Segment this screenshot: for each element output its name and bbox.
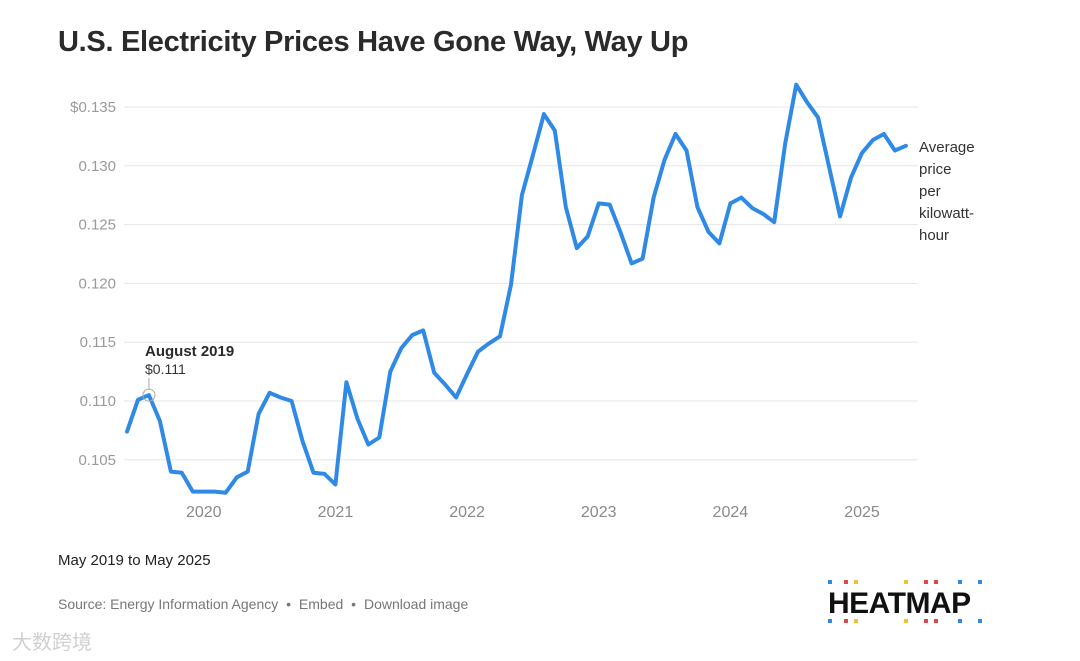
logo-dot [828, 619, 832, 623]
gridlines [124, 106, 918, 461]
logo-dot [904, 619, 908, 623]
logo-dot [958, 619, 962, 623]
x-tick-label: 2023 [581, 504, 617, 521]
logo-dot [844, 580, 848, 584]
y-tick-label: 0.110 [80, 393, 116, 410]
footer: Source: Energy Information Agency • Embe… [58, 596, 472, 612]
logo-dot [978, 619, 982, 623]
annotation-title: August 2019 [145, 343, 235, 360]
annotation-value: $0.111 [145, 361, 186, 377]
series-label-line: hour [919, 227, 950, 244]
series-line [125, 82, 908, 495]
y-tick-label: 0.105 [78, 452, 116, 469]
y-tick-label: 0.120 [78, 275, 116, 292]
y-axis-ticks: $0.135 0.130 0.125 0.120 0.115 0.110 0.105 [70, 99, 116, 469]
logo-dot [854, 619, 858, 623]
x-tick-label: 2025 [844, 504, 880, 521]
logo-dot [958, 580, 962, 584]
annotation-marker [142, 378, 156, 402]
series-label: Average price per kilowatt-hour [919, 137, 999, 247]
x-axis-ticks: 2020 2021 2022 2023 2024 2025 [186, 504, 880, 521]
chart-title: U.S. Electricity Prices Have Gone Way, W… [58, 26, 689, 58]
separator: • [351, 596, 357, 612]
logo-dot [934, 619, 938, 623]
y-tick-label: 0.130 [78, 158, 116, 175]
x-tick-label: 2021 [318, 504, 354, 521]
series-label-line: Average [919, 139, 975, 156]
logo-dot [978, 580, 982, 584]
series-label-line: price [919, 161, 952, 178]
logo-dot [844, 619, 848, 623]
logo-text: HEATMAP [828, 587, 971, 620]
series-label-line: kilowatt- [919, 205, 975, 222]
logo-dot [924, 619, 928, 623]
logo-dot [854, 580, 858, 584]
annotation-point-marker [142, 388, 156, 402]
logo-dot [828, 580, 832, 584]
download-image-link[interactable]: Download image [363, 596, 469, 612]
y-tick-label: 0.115 [80, 334, 116, 351]
heatmap-logo[interactable]: HEATMAP [826, 578, 984, 624]
x-tick-label: 2020 [186, 504, 222, 521]
series-label-line: per [919, 183, 941, 200]
x-tick-label: 2024 [713, 504, 749, 521]
chart-subtitle: May 2019 to May 2025 [58, 552, 211, 569]
embed-link[interactable]: Embed [298, 596, 344, 612]
series-lines [125, 82, 908, 495]
x-tick-label: 2022 [449, 504, 485, 521]
source-text: Source: Energy Information Agency [58, 596, 279, 612]
separator: • [286, 596, 292, 612]
logo-dot [904, 580, 908, 584]
logo-dot [924, 580, 928, 584]
logo-dot [934, 580, 938, 584]
watermark: 大数跨境 [12, 632, 92, 654]
logo-dots [828, 580, 982, 623]
y-tick-label: 0.125 [78, 217, 116, 234]
y-tick-label: $0.135 [70, 99, 116, 116]
